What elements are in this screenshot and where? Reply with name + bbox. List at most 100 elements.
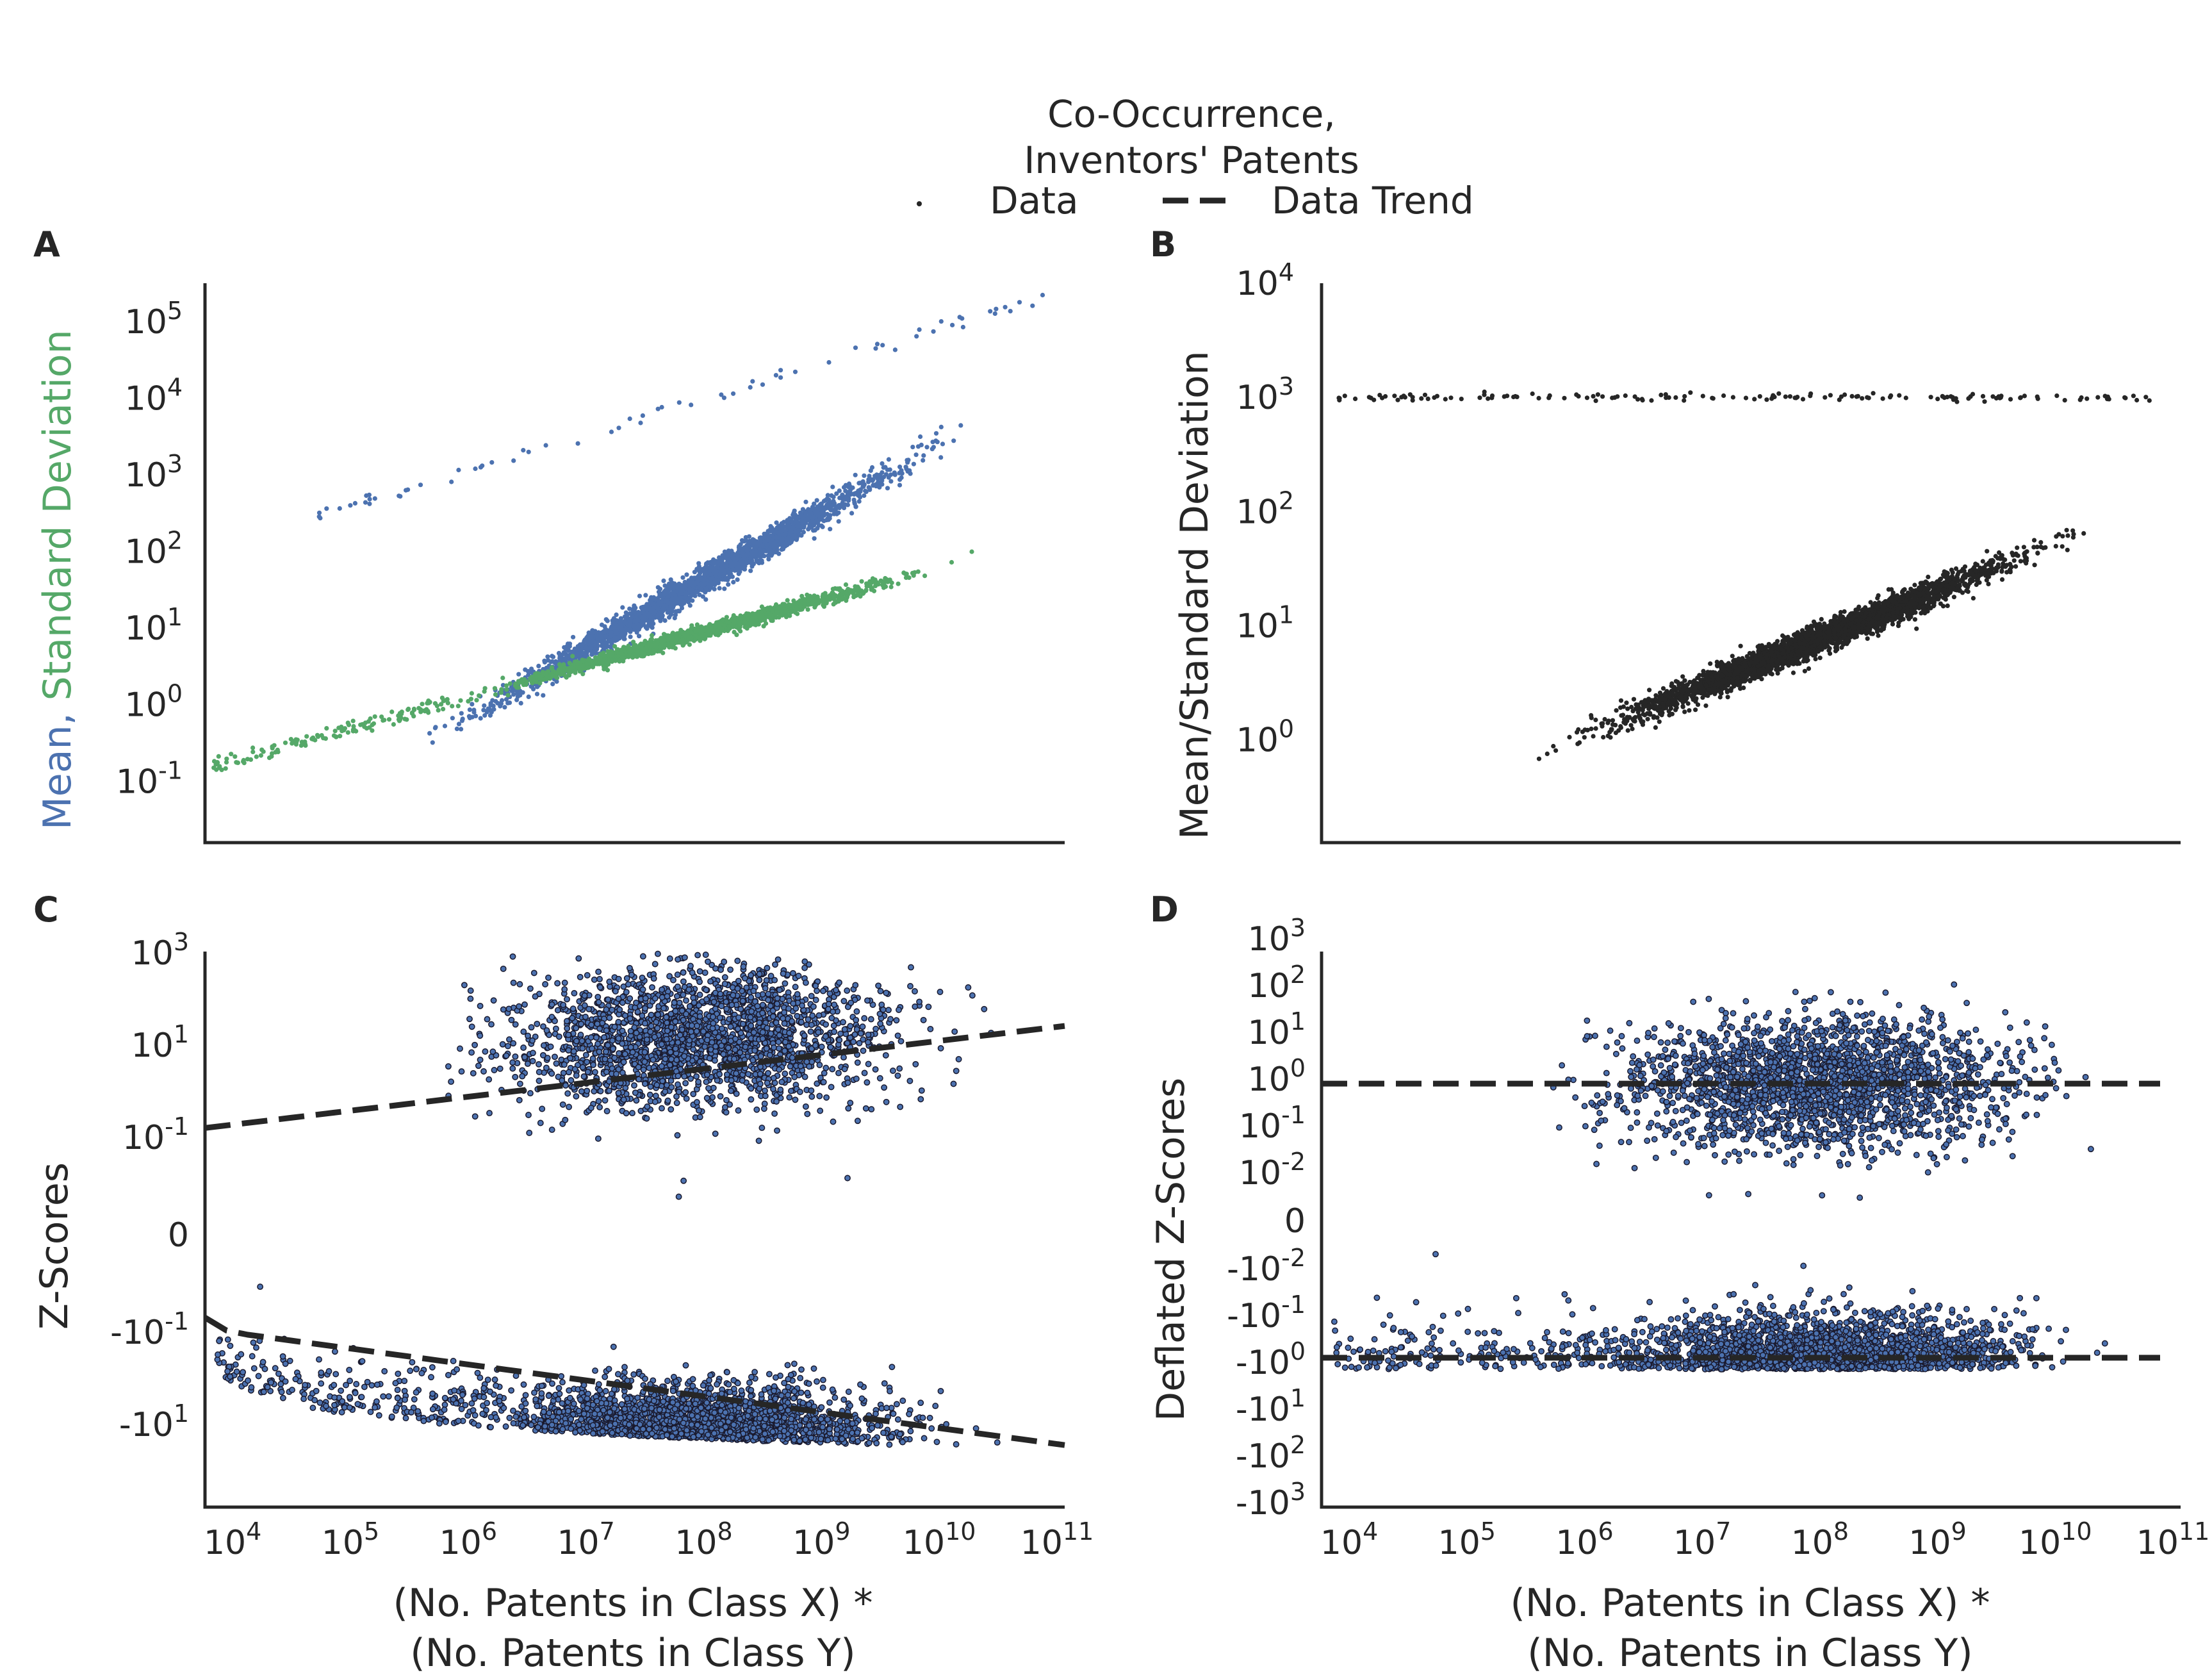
std-point: [269, 754, 274, 759]
mean-point: [550, 654, 554, 658]
tick-base: 10: [125, 609, 167, 648]
std-point: [404, 717, 409, 722]
std-point: [802, 604, 807, 609]
mean-point: [625, 615, 629, 619]
std-point: [621, 645, 626, 649]
mean-point: [571, 635, 575, 639]
mean-point: [837, 519, 841, 524]
tick-base: 10: [125, 456, 167, 495]
mean-point: [785, 543, 789, 547]
std-point: [609, 651, 613, 656]
mean-point: [628, 627, 632, 632]
std-point: [643, 639, 647, 643]
std-point: [810, 600, 815, 604]
std-point: [553, 675, 558, 679]
mean-point: [367, 493, 372, 497]
legend-title-line2: Inventors' Patents: [1024, 138, 1359, 182]
mean-point: [541, 693, 545, 698]
mean-point: [819, 511, 823, 516]
mean-point: [838, 495, 842, 500]
std-point: [785, 598, 790, 602]
std-point: [683, 633, 687, 638]
mean-point: [791, 525, 795, 530]
mean-point: [914, 334, 919, 338]
mean-point: [829, 493, 833, 498]
std-point: [577, 665, 581, 670]
tick-base: 10: [125, 686, 167, 725]
std-point: [525, 679, 529, 684]
mean-point: [542, 659, 546, 663]
mean-point: [731, 392, 735, 396]
mean-point: [363, 500, 368, 505]
mean-point: [756, 559, 760, 563]
std-point: [273, 750, 277, 754]
mean-point: [748, 385, 753, 390]
std-point: [860, 579, 864, 584]
std-point: [855, 589, 860, 593]
mean-point: [714, 560, 719, 565]
std-point: [398, 715, 403, 720]
mean-point: [758, 536, 762, 540]
mean-point: [637, 634, 641, 638]
mean-point: [398, 494, 402, 499]
mean-point: [619, 632, 624, 636]
std-point: [602, 653, 607, 657]
std-point: [381, 718, 385, 723]
ytick-label: 102: [125, 527, 183, 572]
mean-point: [796, 524, 801, 529]
mean-point: [491, 707, 496, 711]
std-point: [687, 636, 691, 640]
std-point: [722, 623, 726, 628]
mean-point: [642, 614, 646, 618]
mean-point: [924, 445, 929, 449]
mean-point: [704, 588, 709, 592]
mean-point: [722, 586, 726, 591]
std-point: [595, 656, 600, 661]
mean-point: [812, 523, 816, 527]
ratio-point: [1601, 735, 1605, 739]
mean-point: [480, 463, 484, 468]
std-point: [570, 654, 575, 658]
panel-label-b: B: [1150, 224, 1176, 265]
mean-point: [846, 496, 851, 500]
std-point: [783, 604, 787, 608]
mean-point: [917, 327, 922, 332]
ratio-point: [1614, 708, 1619, 713]
std-point: [428, 700, 432, 704]
mean-point: [776, 552, 781, 556]
mean-point: [853, 345, 858, 350]
mean-point: [826, 360, 831, 365]
mean-point: [658, 587, 662, 591]
std-point: [789, 603, 793, 607]
std-point: [667, 643, 671, 648]
mean-point: [578, 642, 582, 647]
mean-point: [725, 553, 730, 557]
mean-point: [632, 607, 637, 612]
mean-point: [599, 639, 603, 644]
std-point: [659, 639, 664, 643]
mean-point: [876, 480, 880, 484]
mean-point: [726, 582, 730, 587]
std-point: [753, 623, 758, 627]
mean-point: [781, 528, 785, 532]
mean-point: [669, 613, 673, 617]
std-point: [839, 590, 844, 594]
std-point: [696, 636, 700, 640]
mean-point: [317, 511, 322, 515]
mean-point: [741, 561, 745, 566]
std-point: [224, 760, 229, 764]
std-point: [412, 707, 416, 712]
std-point: [469, 697, 473, 701]
std-point: [725, 618, 729, 623]
mean-point: [958, 423, 963, 427]
mean-point: [906, 469, 910, 474]
mean-point: [719, 561, 724, 566]
legend-data-label: Data: [990, 179, 1079, 222]
std-point: [259, 748, 264, 752]
std-point: [674, 634, 678, 638]
std-point: [746, 615, 750, 620]
mean-point: [449, 479, 454, 484]
mean-point: [348, 503, 352, 507]
std-point: [770, 609, 774, 613]
std-point: [882, 581, 887, 585]
